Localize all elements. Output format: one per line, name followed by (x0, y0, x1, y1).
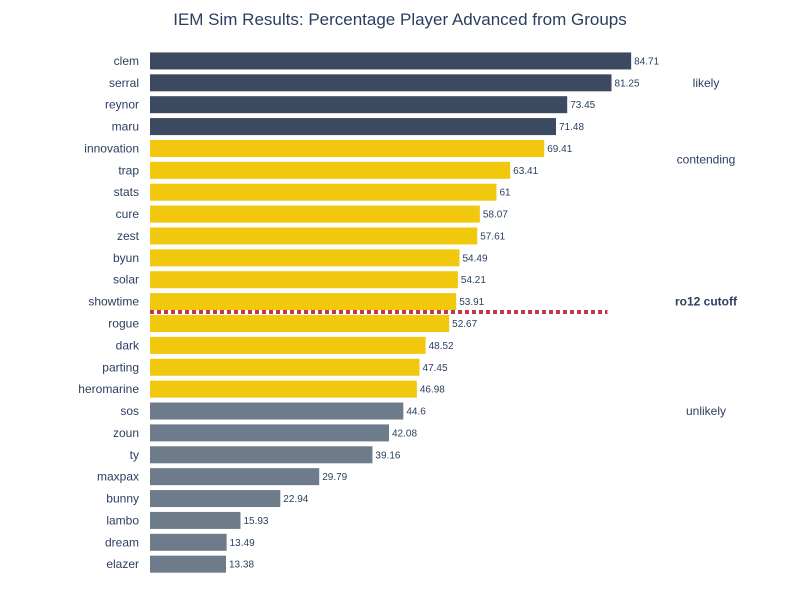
category-label-reynor: reynor (105, 98, 139, 112)
value-label-zest: 57.61 (480, 231, 505, 242)
value-label-reynor: 73.45 (570, 100, 595, 111)
value-label-elazer: 13.38 (229, 560, 254, 571)
bar-heromarine (150, 380, 417, 398)
bar-clem (150, 52, 632, 70)
value-label-maxpax: 29.79 (322, 472, 347, 483)
bar-innovation (150, 139, 545, 157)
category-label-cure: cure (116, 207, 140, 221)
annotation-unlikely: unlikely (686, 404, 726, 418)
annotation-contending: contending (677, 152, 736, 166)
category-label-maru: maru (112, 120, 139, 134)
bar-byun (150, 249, 460, 267)
category-label-innovation: innovation (84, 141, 139, 155)
value-label-trap: 63.41 (513, 166, 538, 177)
category-label-elazer: elazer (106, 557, 139, 571)
category-label-lambo: lambo (106, 513, 139, 527)
bar-showtime (150, 293, 457, 311)
category-label-parting: parting (102, 360, 139, 374)
bar-solar (150, 271, 458, 289)
bar-dark (150, 336, 426, 354)
value-label-clem: 84.71 (634, 56, 659, 67)
value-label-stats: 61 (499, 188, 511, 199)
bar-bunny (150, 490, 281, 508)
category-label-clem: clem (114, 54, 139, 68)
value-label-innovation: 69.41 (547, 144, 572, 155)
category-label-bunny: bunny (106, 492, 139, 506)
bar-parting (150, 358, 420, 376)
category-label-solar: solar (113, 273, 139, 287)
value-label-ty: 39.16 (375, 450, 400, 461)
value-label-showtime: 53.91 (459, 297, 484, 308)
category-label-ty: ty (130, 448, 139, 462)
value-label-bunny: 22.94 (283, 494, 308, 505)
category-label-dark: dark (116, 338, 140, 352)
category-label-heromarine: heromarine (78, 382, 139, 396)
category-label-dream: dream (105, 535, 139, 549)
category-label-showtime: showtime (88, 295, 139, 309)
value-label-byun: 54.49 (463, 253, 488, 264)
category-label-serral: serral (109, 76, 139, 90)
bar-dream (150, 533, 227, 551)
annotations-group: likely contending ro12 cutoff unlikely (675, 76, 738, 418)
category-label-trap: trap (118, 163, 139, 177)
bar-sos (150, 402, 404, 420)
value-label-zoun: 42.08 (392, 428, 417, 439)
category-label-byun: byun (113, 251, 139, 265)
value-label-dream: 13.49 (230, 538, 255, 549)
bar-reynor (150, 96, 568, 114)
category-label-rogue: rogue (108, 317, 139, 331)
category-label-maxpax: maxpax (97, 470, 139, 484)
bar-stats (150, 183, 497, 201)
bar-ty (150, 446, 373, 464)
value-label-dark: 48.52 (429, 341, 454, 352)
bar-lambo (150, 511, 241, 529)
category-label-stats: stats (114, 185, 139, 199)
bar-elazer (150, 555, 226, 573)
value-label-sos: 44.6 (406, 407, 426, 418)
value-label-heromarine: 46.98 (420, 385, 445, 396)
bar-maxpax (150, 468, 320, 486)
bar-serral (150, 74, 612, 92)
value-label-parting: 47.45 (423, 363, 448, 374)
value-label-cure: 58.07 (483, 210, 508, 221)
annotation-likely: likely (693, 76, 720, 90)
bar-trap (150, 161, 511, 179)
category-label-sos: sos (120, 404, 139, 418)
value-label-maru: 71.48 (559, 122, 584, 133)
bars-group (150, 52, 632, 573)
value-label-solar: 54.21 (461, 275, 486, 286)
bar-cure (150, 205, 480, 223)
value-label-serral: 81.25 (615, 78, 640, 89)
category-label-zoun: zoun (113, 426, 139, 440)
bar-rogue (150, 315, 450, 332)
value-label-lambo: 15.93 (243, 516, 268, 527)
value-label-rogue: 52.67 (452, 319, 477, 330)
category-labels: clem serral reynor maru innovation trap stats c… (78, 54, 140, 571)
category-label-zest: zest (117, 229, 140, 243)
bar-zest (150, 227, 478, 245)
bar-zoun (150, 424, 390, 442)
bar-maru (150, 118, 557, 136)
chart-title: IEM Sim Results: Percentage Player Advan… (173, 10, 627, 29)
annotation-ro12-cutoff: ro12 cutoff (675, 295, 738, 309)
